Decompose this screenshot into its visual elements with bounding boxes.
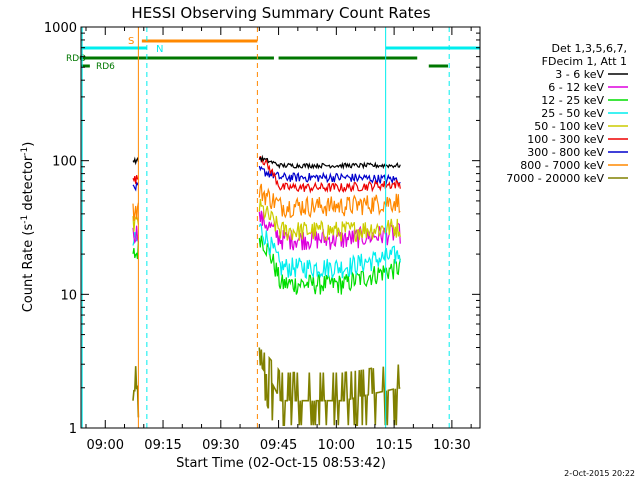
- series-12-25-line: [258, 235, 401, 295]
- x-axis-label: Start Time (02-Oct-15 08:53:42): [176, 456, 386, 471]
- y-axis-label-sup1: -1: [20, 215, 30, 224]
- series-3-6-line: [132, 156, 139, 166]
- series-6-12-line: [132, 225, 139, 245]
- night-flag-label: N: [156, 44, 163, 55]
- legend-label: 6 - 12 keV: [548, 81, 604, 94]
- rdo-flag-label: RDO: [66, 54, 86, 64]
- series-800-7000-line: [258, 183, 401, 219]
- series-800-7000-line: [132, 202, 139, 221]
- series-7000-20000-line: [258, 347, 401, 427]
- legend-label: 300 - 800 keV: [527, 146, 604, 159]
- y-axis-label: Count Rate (s-1 detector-1): [20, 142, 36, 313]
- y-tick-label: 1000: [44, 21, 77, 36]
- series-25-50-line: [258, 222, 401, 280]
- series-12-25-line: [132, 240, 139, 260]
- data-layer: [132, 154, 401, 427]
- y-axis-label-end: ): [21, 142, 36, 147]
- flag-bars: S N RDO RD6: [66, 36, 480, 72]
- series-300-800-line: [258, 165, 401, 186]
- axes: 1 10 100 1000 09:00 09:15 09:30 09:45 10:00 10:15…: [44, 21, 481, 453]
- y-tick-label: 1: [69, 422, 77, 437]
- saa-flag-label: S: [128, 36, 134, 47]
- legend-header-2: FDecim 1, Att 1: [542, 55, 627, 68]
- legend: Det 1,3,5,6,7, FDecim 1, Att 1 3 - 6 keV…: [506, 42, 628, 185]
- legend-label: 7000 - 20000 keV: [506, 172, 604, 185]
- legend-label: 12 - 25 keV: [541, 94, 604, 107]
- footer-timestamp: 2-Oct-2015 20:22: [564, 469, 635, 478]
- y-axis-label-main: Count Rate (s: [21, 224, 36, 313]
- legend-label: 800 - 7000 keV: [520, 159, 604, 172]
- series-7000-20000-line: [132, 366, 140, 418]
- x-tick-label: 10:30: [433, 438, 470, 453]
- legend-header-1: Det 1,3,5,6,7,: [551, 42, 627, 55]
- x-tick-label: 10:15: [375, 438, 412, 453]
- series-50-100-line: [132, 213, 139, 232]
- legend-label: 25 - 50 keV: [541, 107, 604, 120]
- x-tick-label: 09:30: [202, 438, 239, 453]
- legend-label: 3 - 6 keV: [555, 68, 604, 81]
- x-tick-label: 09:15: [144, 438, 181, 453]
- series-100-300-line: [132, 175, 139, 184]
- x-tick-label: 09:00: [87, 438, 124, 453]
- series-100-300-line: [258, 155, 401, 194]
- plot-frame: [80, 26, 481, 429]
- series-3-6-line: [259, 154, 401, 171]
- legend-label: 50 - 100 keV: [534, 120, 604, 133]
- y-tick-label: 100: [52, 155, 77, 170]
- interval-lines: [81, 27, 450, 428]
- x-tick-label: 09:45: [260, 438, 297, 453]
- x-tick-label: 10:00: [318, 438, 355, 453]
- y-axis-label-sup2: -1: [20, 147, 30, 156]
- y-tick-label: 10: [60, 288, 77, 303]
- y-axis-label-mid: detector: [21, 155, 36, 215]
- legend-label: 100 - 300 keV: [527, 133, 604, 146]
- chart-title: HESSI Observing Summary Count Rates: [131, 4, 430, 22]
- series-6-12-line: [258, 210, 401, 251]
- series-50-100-line: [258, 198, 401, 242]
- rd6-flag-label: RD6: [96, 62, 115, 72]
- series-300-800-line: [132, 181, 139, 192]
